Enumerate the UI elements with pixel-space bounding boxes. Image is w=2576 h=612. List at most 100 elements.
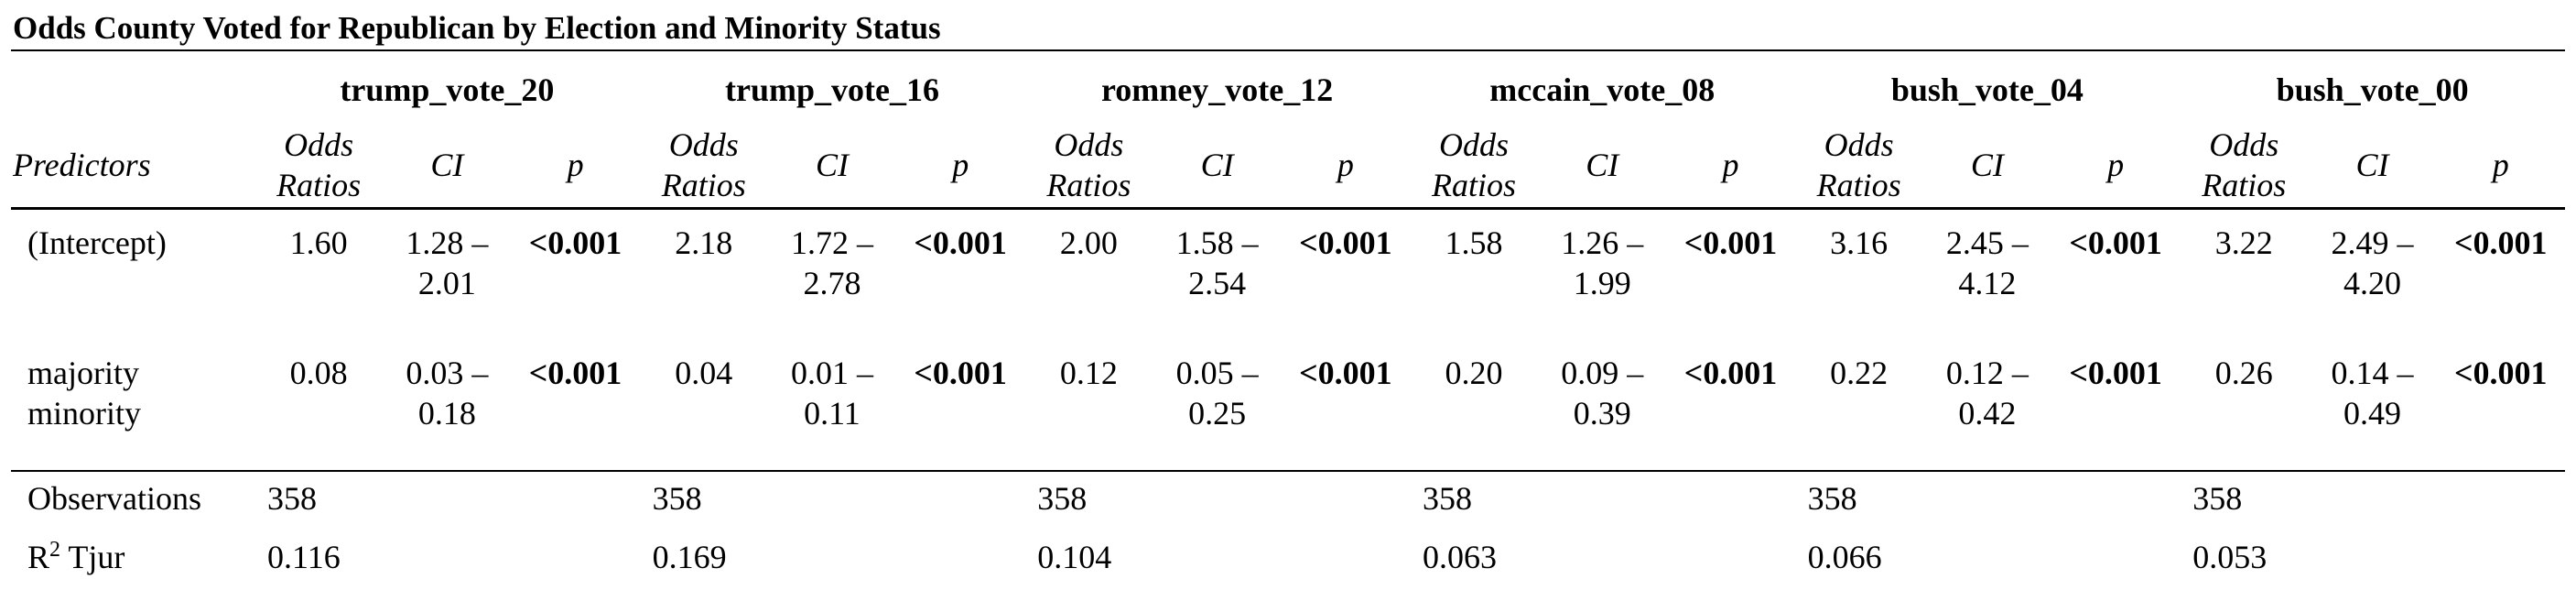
odds-ratio-cell: 1.60 <box>289 224 348 261</box>
r2-value: 0.104 <box>1037 539 1112 575</box>
model-name-header: bush_vote_00 <box>2276 71 2469 108</box>
ci-upper: 1.99 <box>1573 265 1631 301</box>
p-value-cell: <0.001 <box>1666 340 1795 472</box>
ci-cell: 2.49 – 4.20 <box>2308 209 2436 341</box>
ci-header: CI <box>1153 123 1282 210</box>
odds-header-line1: Odds <box>1439 126 1510 163</box>
model-name-header: bush_vote_04 <box>1890 71 2084 108</box>
odds-header-line1: Odds <box>2209 126 2279 163</box>
p-value-cell: <0.001 <box>2051 340 2181 472</box>
ci-lower: 0.09 – <box>1561 355 1644 391</box>
ci-upper: 2.78 <box>803 265 861 301</box>
odds-ratio-cell: 0.08 <box>254 340 384 472</box>
odds-header-line2: Ratios <box>1432 167 1517 203</box>
ci-cell: 1.28 – 2.01 <box>383 209 511 341</box>
ci-lower: 0.14 – <box>2331 355 2414 391</box>
ci-cell: 2.45 – 4.12 <box>1923 209 2051 341</box>
ci-cell: 1.72 – 2.78 <box>768 209 896 341</box>
p-value-cell: <0.001 <box>528 224 622 261</box>
odds-ratios-header: Odds Ratios <box>1794 123 1923 210</box>
ci-cell: 0.14 – 0.49 <box>2308 340 2437 472</box>
observations-value: 358 <box>267 480 318 517</box>
odds-header-line2: Ratios <box>1816 167 1901 203</box>
p-value-cell: <0.001 <box>1281 340 1410 472</box>
odds-ratios-header: Odds Ratios <box>2180 123 2309 210</box>
odds-header-line2: Ratios <box>276 167 362 203</box>
p-value-cell: <0.001 <box>896 340 1025 472</box>
ci-lower: 0.03 – <box>406 355 489 391</box>
odds-header-line1: Odds <box>284 126 354 163</box>
p-value-cell: <0.001 <box>1683 224 1778 261</box>
ci-cell: 0.03 – 0.18 <box>383 340 512 472</box>
ci-lower: 0.01 – <box>790 355 873 391</box>
ci-cell: 0.12 – 0.42 <box>1922 340 2051 472</box>
ci-upper: 2.01 <box>417 265 476 301</box>
table-row: majority minority 0.08 0.03 –0.18 <0.001 0.04… <box>11 340 2565 472</box>
p-value-cell: <0.001 <box>2436 340 2565 472</box>
odds-ratios-header: Odds Ratios <box>1409 123 1539 210</box>
observations-value: 358 <box>1422 480 1472 517</box>
ci-upper: 4.12 <box>1958 265 2017 301</box>
odds-header-line1: Odds <box>1824 126 1894 163</box>
model-name-header: trump_vote_20 <box>340 71 555 108</box>
table-caption: Odds County Voted for Republican by Elec… <box>11 9 2565 51</box>
p-header: p <box>896 123 1025 210</box>
ci-header: CI <box>1922 123 2051 210</box>
ci-upper: 2.54 <box>1188 265 1247 301</box>
p-header: p <box>1281 123 1410 210</box>
r2-value: 0.063 <box>1422 539 1497 575</box>
ci-upper: 0.18 <box>417 395 476 432</box>
r2-suffix: Tjur <box>60 539 125 575</box>
ci-lower: 0.05 – <box>1175 355 1259 391</box>
p-value-cell: <0.001 <box>2069 224 2162 261</box>
odds-header-line2: Ratios <box>2202 167 2287 203</box>
model-name-header: trump_vote_16 <box>725 71 939 108</box>
r2-value: 0.169 <box>652 539 727 575</box>
observations-value: 358 <box>652 480 702 517</box>
odds-ratio-cell: 0.20 <box>1409 340 1539 472</box>
ci-cell: 0.09 – 0.39 <box>1538 340 1667 472</box>
odds-ratios-header: Odds Ratios <box>254 123 384 210</box>
ci-upper: 0.39 <box>1573 395 1631 432</box>
observations-row: Observations 358 358 358 358 358 358 <box>11 471 2565 530</box>
ci-header: CI <box>767 123 897 210</box>
odds-ratio-cell: 0.26 <box>2180 340 2309 472</box>
odds-ratio-cell: 0.12 <box>1024 340 1153 472</box>
r2-prefix: R <box>27 539 50 575</box>
predictor-label-line2: minority <box>27 395 141 432</box>
predictor-label: (Intercept) <box>11 209 254 341</box>
odds-header-line2: Ratios <box>661 167 746 203</box>
p-header: p <box>2051 123 2181 210</box>
r2-label: R2 Tjur <box>11 530 254 589</box>
odds-header-line1: Odds <box>668 126 739 163</box>
ci-cell: 1.58 – 2.54 <box>1153 209 1282 341</box>
table-body: (Intercept) 1.60 1.28 – 2.01 <0.001 2.18 1.72 … <box>11 209 2565 590</box>
empty-corner <box>11 51 254 123</box>
regression-table: trump_vote_20 trump_vote_16 romney_vote_12… <box>11 51 2565 589</box>
ci-header: CI <box>2308 123 2437 210</box>
ci-cell: 0.01 – 0.11 <box>767 340 897 472</box>
r2-value: 0.053 <box>2192 539 2268 575</box>
ci-header: CI <box>383 123 512 210</box>
p-value-cell: <0.001 <box>914 224 1007 261</box>
r2-value: 0.066 <box>1807 539 1882 575</box>
column-header-row: Predictors Odds Ratios CI p Odds Ratios CI p Odd… <box>11 123 2565 210</box>
p-header: p <box>511 123 640 210</box>
p-header: p <box>2436 123 2565 210</box>
r2-value: 0.116 <box>267 539 341 575</box>
ci-header: CI <box>1538 123 1667 210</box>
odds-header-line2: Ratios <box>1046 167 1131 203</box>
ci-cell: 1.26 – 1.99 <box>1538 209 1666 341</box>
odds-header-line1: Odds <box>1054 126 1124 163</box>
ci-upper: 0.42 <box>1958 395 2017 432</box>
ci-lower: 1.26 – <box>1561 224 1644 261</box>
observations-label: Observations <box>27 480 201 517</box>
p-value-cell: <0.001 <box>511 340 640 472</box>
ci-lower: 1.28 – <box>406 224 489 261</box>
table-row: (Intercept) 1.60 1.28 – 2.01 <0.001 2.18 1.72 … <box>11 209 2565 341</box>
ci-lower: 1.72 – <box>790 224 873 261</box>
ci-lower: 1.58 – <box>1175 224 1259 261</box>
predictors-header: Predictors <box>11 123 255 210</box>
odds-ratio-cell: 2.00 <box>1059 224 1118 261</box>
odds-ratio-cell: 2.18 <box>675 224 733 261</box>
